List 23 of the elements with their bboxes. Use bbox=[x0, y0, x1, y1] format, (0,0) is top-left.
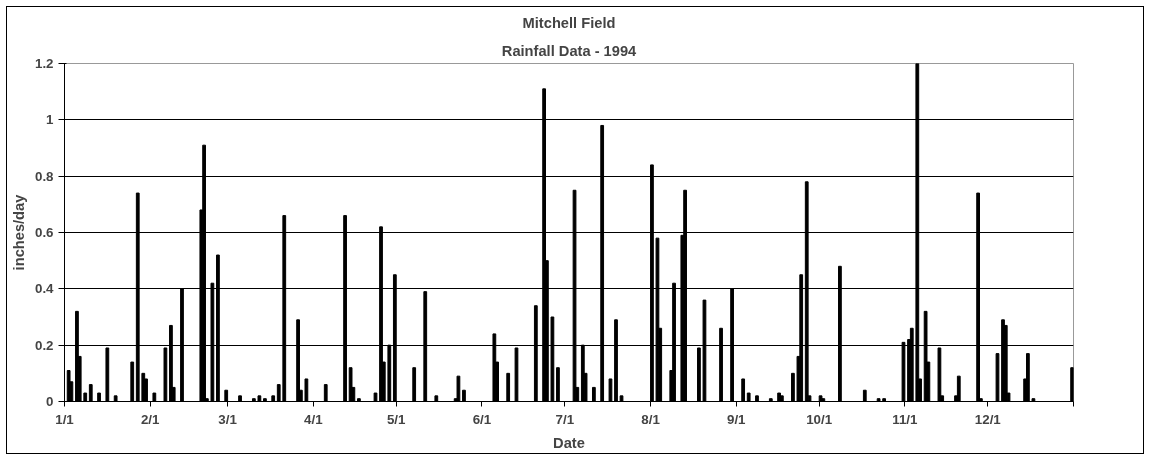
x-axis-title: Date bbox=[553, 434, 585, 451]
y-tick-label: 0 bbox=[46, 394, 54, 409]
x-tick-label: 6/1 bbox=[472, 411, 492, 427]
x-tick-label: 2/1 bbox=[140, 411, 161, 427]
x-tick-label: 5/1 bbox=[386, 411, 407, 427]
y-tick-label: 0.6 bbox=[34, 225, 54, 240]
x-tick-label: 11/1 bbox=[892, 411, 919, 427]
y-axis-title: inches/day bbox=[10, 193, 27, 271]
x-tick-label: 7/1 bbox=[555, 411, 575, 427]
y-tick-label: 0.4 bbox=[34, 281, 55, 297]
x-tick-label: 8/1 bbox=[641, 411, 661, 427]
x-tick-label: 1/1 bbox=[55, 411, 75, 427]
y-tick-label: 1 bbox=[46, 112, 55, 128]
x-tick-label: 12/1 bbox=[974, 411, 1002, 427]
x-tick-label: 4/1 bbox=[304, 411, 324, 427]
x-tick-label: 9/1 bbox=[726, 411, 747, 427]
y-tick-label: 0.2 bbox=[34, 337, 54, 353]
x-tick-label: 3/1 bbox=[218, 411, 238, 427]
chart-subtitle: Rainfall Data - 1994 bbox=[501, 42, 638, 59]
y-tick-label: 1.2 bbox=[34, 56, 54, 71]
x-tick-label: 10/1 bbox=[806, 411, 833, 427]
chart-title: Mitchell Field bbox=[522, 14, 616, 31]
y-tick-label: 0.8 bbox=[34, 168, 54, 184]
